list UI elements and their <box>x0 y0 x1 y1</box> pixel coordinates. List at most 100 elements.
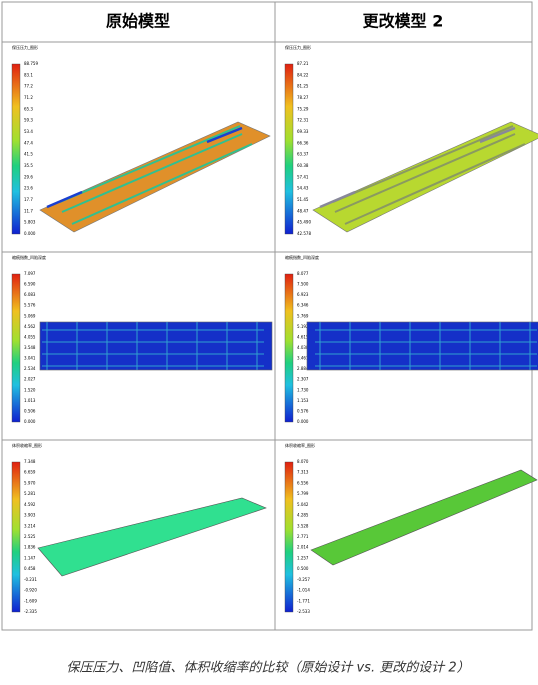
legend-label: 2.534 <box>24 366 36 371</box>
legend-label: 3.548 <box>24 345 36 350</box>
legend-label: 78.27 <box>297 95 309 100</box>
legend-label: 5.970 <box>24 480 36 485</box>
legend-label: 6.923 <box>297 292 309 297</box>
legend-label: 7.313 <box>297 470 309 475</box>
model-feature <box>59 125 241 203</box>
legend-label: 1.257 <box>297 555 309 560</box>
legend-label: 77.2 <box>24 84 33 89</box>
legend-label: 1.730 <box>297 387 309 392</box>
column-header: 原始模型 <box>106 12 170 31</box>
legend-label: 59.3 <box>24 118 33 123</box>
legend-label: 48.47 <box>297 208 309 213</box>
legend-label: 0.000 <box>24 419 36 424</box>
legend-label: 0.576 <box>297 408 309 413</box>
legend-label: 1.836 <box>24 545 36 550</box>
legend-label: 0.458 <box>24 566 36 571</box>
legend-label: 41.5 <box>24 152 33 157</box>
legend-label: 71.2 <box>24 95 33 100</box>
legend-label: 54.43 <box>297 186 309 191</box>
legend-label: 2.014 <box>297 545 309 550</box>
legend-label: 7.097 <box>24 271 36 276</box>
panel-title: 缩痕指数_凹陷深度 <box>285 254 319 260</box>
model-feature <box>206 126 243 144</box>
legend-label: 5.769 <box>297 313 309 318</box>
legend-label: 4.592 <box>24 502 36 507</box>
legend-label: 2.027 <box>24 377 36 382</box>
color-bar <box>11 63 21 235</box>
legend-label: 1.013 <box>24 398 36 403</box>
legend-label: 5.576 <box>24 303 36 308</box>
legend-label: 6.556 <box>297 480 309 485</box>
legend-label: 66.36 <box>297 140 309 145</box>
legend-label: 3.041 <box>24 356 36 361</box>
legend-label: 3.528 <box>297 523 309 528</box>
legend-label: 0.000 <box>297 419 309 424</box>
legend-label: -1.014 <box>297 588 310 593</box>
legend-label: 84.22 <box>297 72 309 77</box>
legend-label: 5.799 <box>297 491 309 496</box>
legend-label: 23.6 <box>24 186 33 191</box>
model-feature <box>319 190 356 209</box>
table-border <box>1 1 533 631</box>
legend-label: 4.285 <box>297 513 309 518</box>
legend-label: 3.214 <box>24 523 36 528</box>
panel-title: 保压压力_图形 <box>12 44 38 50</box>
legend-label: 8.077 <box>297 271 309 276</box>
color-bar <box>284 461 294 613</box>
legend-label: 83.1 <box>24 72 33 77</box>
legend-label: 8.070 <box>297 459 309 464</box>
legend-label: 1.153 <box>297 398 309 403</box>
legend-label: 6.590 <box>24 282 36 287</box>
legend-label: 1.520 <box>24 387 36 392</box>
legend-label: 3.903 <box>24 513 36 518</box>
legend-label: 69.33 <box>297 129 309 134</box>
legend-label: 5.042 <box>297 502 309 507</box>
cells: 保压压力_图形 88.759 83.1 77.2 71.2 65.3 59.3 53.4 47.… <box>11 44 538 614</box>
color-bar <box>11 461 21 613</box>
legend-label: 2.884 <box>297 366 309 371</box>
model <box>39 121 271 233</box>
model-feature <box>334 133 516 213</box>
model-feature <box>46 190 83 209</box>
model-feature <box>344 143 526 225</box>
legend-label: 57.41 <box>297 174 309 179</box>
model <box>37 497 267 577</box>
legend-label: 42.578 <box>297 231 311 236</box>
legend-label: 0.500 <box>297 566 309 571</box>
legend-label: -0.920 <box>24 588 37 593</box>
legend-label: 6.083 <box>24 292 36 297</box>
legend-label: -0.231 <box>24 577 37 582</box>
column-header: 更改模型 2 <box>363 12 444 31</box>
legend-label: 81.25 <box>297 84 309 89</box>
legend-label: 75.29 <box>297 106 309 111</box>
legend-label: 65.3 <box>24 106 33 111</box>
legend-label: 2.771 <box>297 534 309 539</box>
legend-label: 6.659 <box>24 470 36 475</box>
model <box>306 321 538 371</box>
legend-label: 17.7 <box>24 197 33 202</box>
panel-title: 体积收缩率_图形 <box>12 442 42 448</box>
legend-label: 0.000 <box>24 231 36 236</box>
legend-label: 5.069 <box>24 313 36 318</box>
panel-title: 缩痕指数_凹陷深度 <box>12 254 46 260</box>
legend-label: 5.281 <box>24 491 36 496</box>
legend-label: 72.31 <box>297 118 309 123</box>
legend-label: 6.346 <box>297 303 309 308</box>
panel-title: 体积收缩率_图形 <box>285 442 315 448</box>
legend-label: 53.4 <box>24 129 33 134</box>
legend-label: 7.348 <box>24 459 36 464</box>
legend-label: 63.37 <box>297 152 309 157</box>
legend-label: -1.609 <box>24 598 37 603</box>
legend-label: 3.461 <box>297 356 309 361</box>
legend-label: 4.615 <box>297 334 309 339</box>
legend-label: 4.038 <box>297 345 309 350</box>
legend-label: 60.38 <box>297 163 309 168</box>
legend-label: 0.506 <box>24 408 36 413</box>
model <box>39 321 273 371</box>
legend-label: 7.500 <box>297 282 309 287</box>
color-bar <box>11 273 21 423</box>
legend-label: 4.562 <box>24 324 36 329</box>
legend-label: 1.147 <box>24 555 36 560</box>
legend-label: 11.7 <box>24 208 33 213</box>
